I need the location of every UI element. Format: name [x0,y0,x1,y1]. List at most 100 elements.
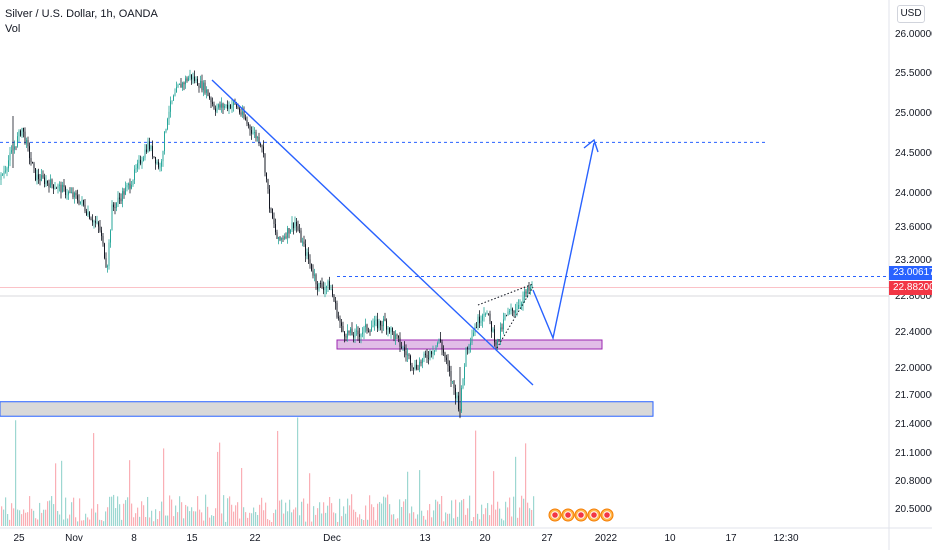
candle-body [423,353,425,359]
candle-body [501,327,503,330]
currency-button[interactable]: USD [897,5,925,23]
volume-bar [27,512,29,526]
y-tick-label: 25.50000 [895,68,932,79]
volume-bar [493,471,495,526]
candle-body [414,364,416,369]
candle-body [503,319,504,330]
volume-bar [155,509,157,526]
volume-bar [223,495,225,526]
candle-body [84,204,86,212]
volume-bar [19,510,21,526]
candle-body [393,331,395,339]
candle-body [357,330,359,335]
volume-bar [75,517,77,526]
volume-bar [263,510,265,526]
candle-body [126,185,128,188]
volume-bar [471,521,473,526]
volume-bar [393,514,395,526]
volume-bar [143,505,145,526]
candle-body [479,316,480,324]
candle-body [453,381,455,389]
candle-body [231,105,233,109]
candle-body [125,187,126,195]
candle-body [455,388,456,399]
volume-bar [369,495,371,526]
candle-body [291,222,293,230]
candle-body [63,184,65,187]
x-tick-label: Dec [323,533,341,544]
volume-bar [285,502,287,526]
candle-body [254,132,255,133]
volume-indicator-label[interactable]: Vol [5,23,21,35]
candle-body [5,170,6,172]
candle-body [323,287,324,291]
volume-bar [231,504,233,526]
candle-body [405,351,407,356]
candle-body [141,161,143,164]
volume-bar [273,513,275,526]
volume-bar [305,521,307,526]
volume-bar [205,494,207,526]
volume-bar [315,514,317,526]
volume-bar [193,511,195,526]
volume-bar [525,443,527,526]
volume-bar [531,509,533,526]
volume-bar [135,513,137,526]
volume-bar [109,496,111,526]
candle-body [102,236,104,244]
volume-bar [37,519,39,526]
candle-body [219,104,221,108]
candle-body [258,137,260,144]
candle-body [468,345,470,350]
candle-body [113,204,114,208]
candle-body [246,119,248,124]
candle-body [356,330,357,332]
symbol-title[interactable]: Silver / U.S. Dollar, 1h, OANDA [5,8,158,20]
candle-body [35,168,36,181]
candle-body [80,201,81,204]
volume-bar [465,514,467,526]
candle-body [308,252,309,260]
candle-body [465,347,467,367]
y-tick-label: 20.50000 [895,504,932,515]
candle-body [374,320,375,326]
volume-bar [521,495,523,526]
volume-bar [237,502,239,526]
candle-body [296,221,297,227]
support-zone [0,401,654,417]
volume-bar [281,499,283,526]
candle-body [384,318,386,321]
candle-body [206,89,207,93]
volume-bar [33,510,35,526]
volume-bar [153,521,155,526]
volume-bar [169,495,171,526]
volume-bar [375,520,377,526]
candle-body [2,174,3,176]
volume-bar [319,502,321,526]
volume-bar [481,504,483,526]
volume-bar [339,498,341,526]
candle-body [233,101,234,106]
volume-bar [93,433,95,526]
candle-body [32,161,33,164]
candle-body [330,289,332,291]
volume-bar [67,518,69,526]
volume-bar [159,511,161,526]
volume-bar [527,502,529,526]
volume-bar [449,513,451,526]
volume-bar [3,509,5,526]
price-tag-level: 23.00617 [889,266,932,280]
candle-body [417,368,419,370]
x-tick-label: 25 [13,533,25,544]
volume-bar [235,505,237,526]
volume-bar [267,519,269,526]
x-tick-label: 15 [186,533,198,544]
candle-body [165,129,167,133]
volume-bar [157,519,159,526]
volume-bar [73,497,75,526]
volume-bar [371,504,373,526]
candle-body [29,146,30,159]
volume-bar [247,517,249,526]
